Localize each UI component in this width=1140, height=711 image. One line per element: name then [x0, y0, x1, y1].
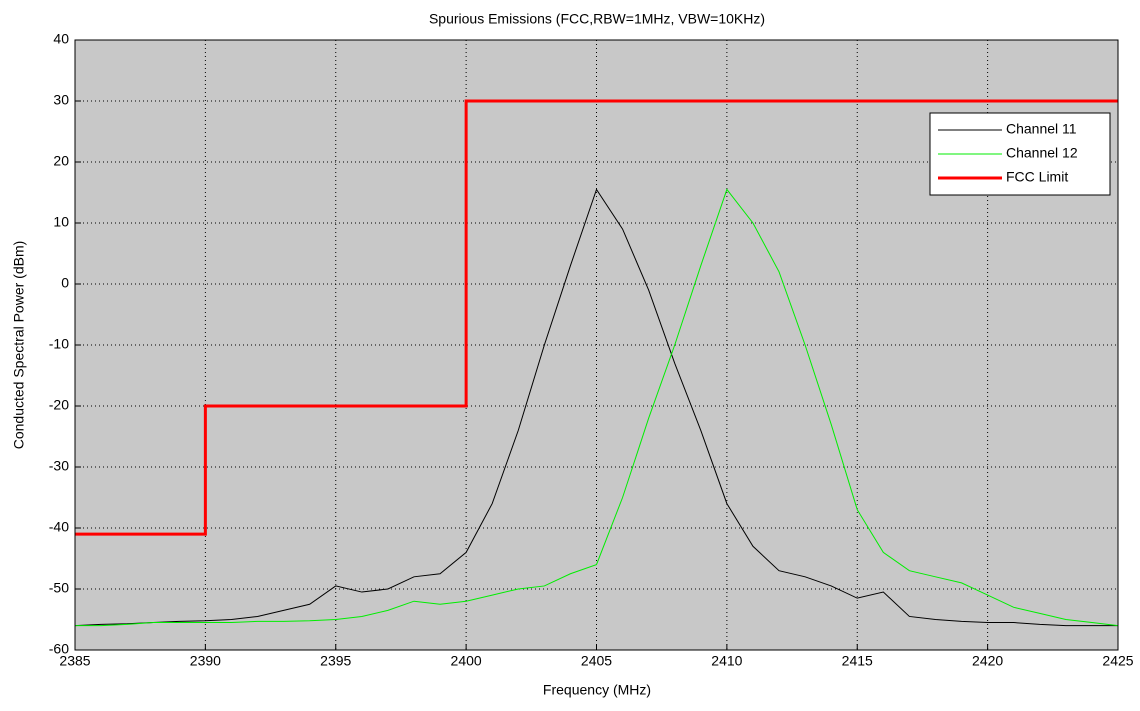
- y-tick-label: -40: [49, 519, 69, 535]
- x-tick-label: 2405: [581, 653, 612, 669]
- y-tick-label: 10: [53, 214, 69, 230]
- x-tick-label: 2395: [320, 653, 351, 669]
- y-tick-label: -10: [49, 336, 69, 352]
- y-tick-label: 30: [53, 92, 69, 108]
- y-tick-label: -60: [49, 641, 69, 657]
- y-tick-label: 0: [61, 275, 69, 291]
- y-tick-label: -20: [49, 397, 69, 413]
- chart-title: Spurious Emissions (FCC,RBW=1MHz, VBW=10…: [429, 11, 765, 27]
- x-tick-label: 2385: [59, 653, 90, 669]
- y-tick-label: 40: [53, 31, 69, 47]
- legend-label: Channel 11: [1006, 121, 1077, 137]
- plot-border: [74, 39, 1119, 651]
- y-tick-label: -30: [49, 458, 69, 474]
- x-tick-label: 2415: [842, 653, 873, 669]
- x-tick-label: 2410: [711, 653, 742, 669]
- x-tick-label: 2400: [451, 653, 482, 669]
- y-tick-label: 20: [53, 153, 69, 169]
- x-axis-label: Frequency (MHz): [543, 682, 651, 698]
- series-line: [74, 188, 1118, 627]
- y-tick-label: -50: [49, 580, 69, 596]
- series-line: [75, 99, 1118, 536]
- x-tick-label: 2420: [972, 653, 1003, 669]
- legend-label: Channel 12: [1006, 145, 1078, 161]
- x-tick-label: 2390: [190, 653, 221, 669]
- y-axis-label: Conducted Spectral Power (dBm): [11, 241, 27, 450]
- legend-label: FCC Limit: [1006, 169, 1068, 185]
- series-line: [75, 188, 1119, 627]
- x-tick-label: 2425: [1102, 653, 1133, 669]
